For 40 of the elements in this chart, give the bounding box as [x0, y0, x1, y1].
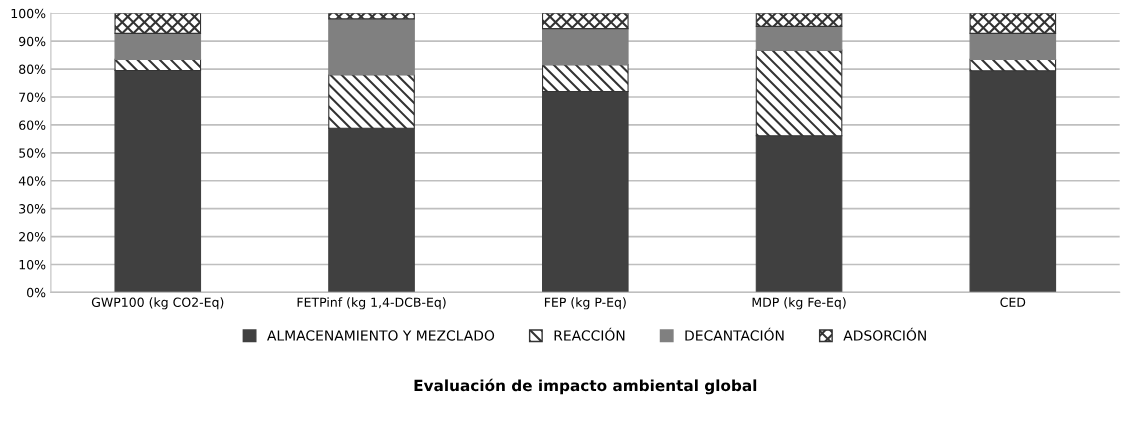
- bar: [969, 70, 1057, 293]
- y-tick-label: 20%: [19, 232, 46, 242]
- bar: [969, 32, 1057, 60]
- bar: [541, 90, 629, 293]
- bar: [755, 13, 843, 27]
- bar: [328, 127, 415, 293]
- x-tick-label: CED: [1000, 297, 1026, 307]
- bar: [755, 135, 843, 293]
- y-tick-label: 10%: [19, 259, 46, 270]
- y-tick-label: 90%: [19, 36, 46, 47]
- y-tick-label: 50%: [19, 148, 46, 158]
- y-tick-label: 30%: [19, 204, 46, 214]
- bar: [114, 69, 202, 293]
- x-tick-label: FEP (kg P-Eq): [544, 297, 626, 310]
- y-tick-label: 40%: [18, 176, 46, 186]
- bar: [755, 25, 843, 51]
- bar: [969, 13, 1057, 34]
- legend-label: REACCIÓN: [554, 327, 625, 341]
- legend-label: ALMACENAMIENTO Y MEZCLADO: [267, 330, 495, 341]
- bar: [328, 18, 415, 76]
- legend-label: DECANTACIÓN: [685, 327, 784, 341]
- x-tick-label: MDP (kg Fe-Eq): [752, 297, 846, 310]
- bar: [328, 74, 415, 129]
- y-tick-label: 100%: [11, 8, 46, 19]
- bar: [541, 64, 629, 92]
- x-tick-label: GWP100 (kg CO2-Eq): [91, 297, 224, 310]
- bar: [114, 32, 202, 60]
- y-tick-label: 70%: [19, 92, 46, 102]
- bar: [541, 28, 629, 66]
- x-tick-label: FETPinf (kg 1,4-DCB-Eq): [297, 297, 446, 310]
- bar: [328, 13, 415, 20]
- bar: [541, 13, 629, 30]
- y-tick-label: 60%: [19, 120, 46, 130]
- bar: [114, 58, 202, 72]
- y-tick-label: 80%: [19, 64, 46, 75]
- x-axis-title: Evaluación de impacto ambiental global: [414, 378, 757, 395]
- bar: [755, 49, 843, 137]
- legend-label: ADSORCIÓN: [843, 327, 926, 341]
- bar: [114, 13, 202, 34]
- y-tick-label: 0%: [27, 287, 46, 298]
